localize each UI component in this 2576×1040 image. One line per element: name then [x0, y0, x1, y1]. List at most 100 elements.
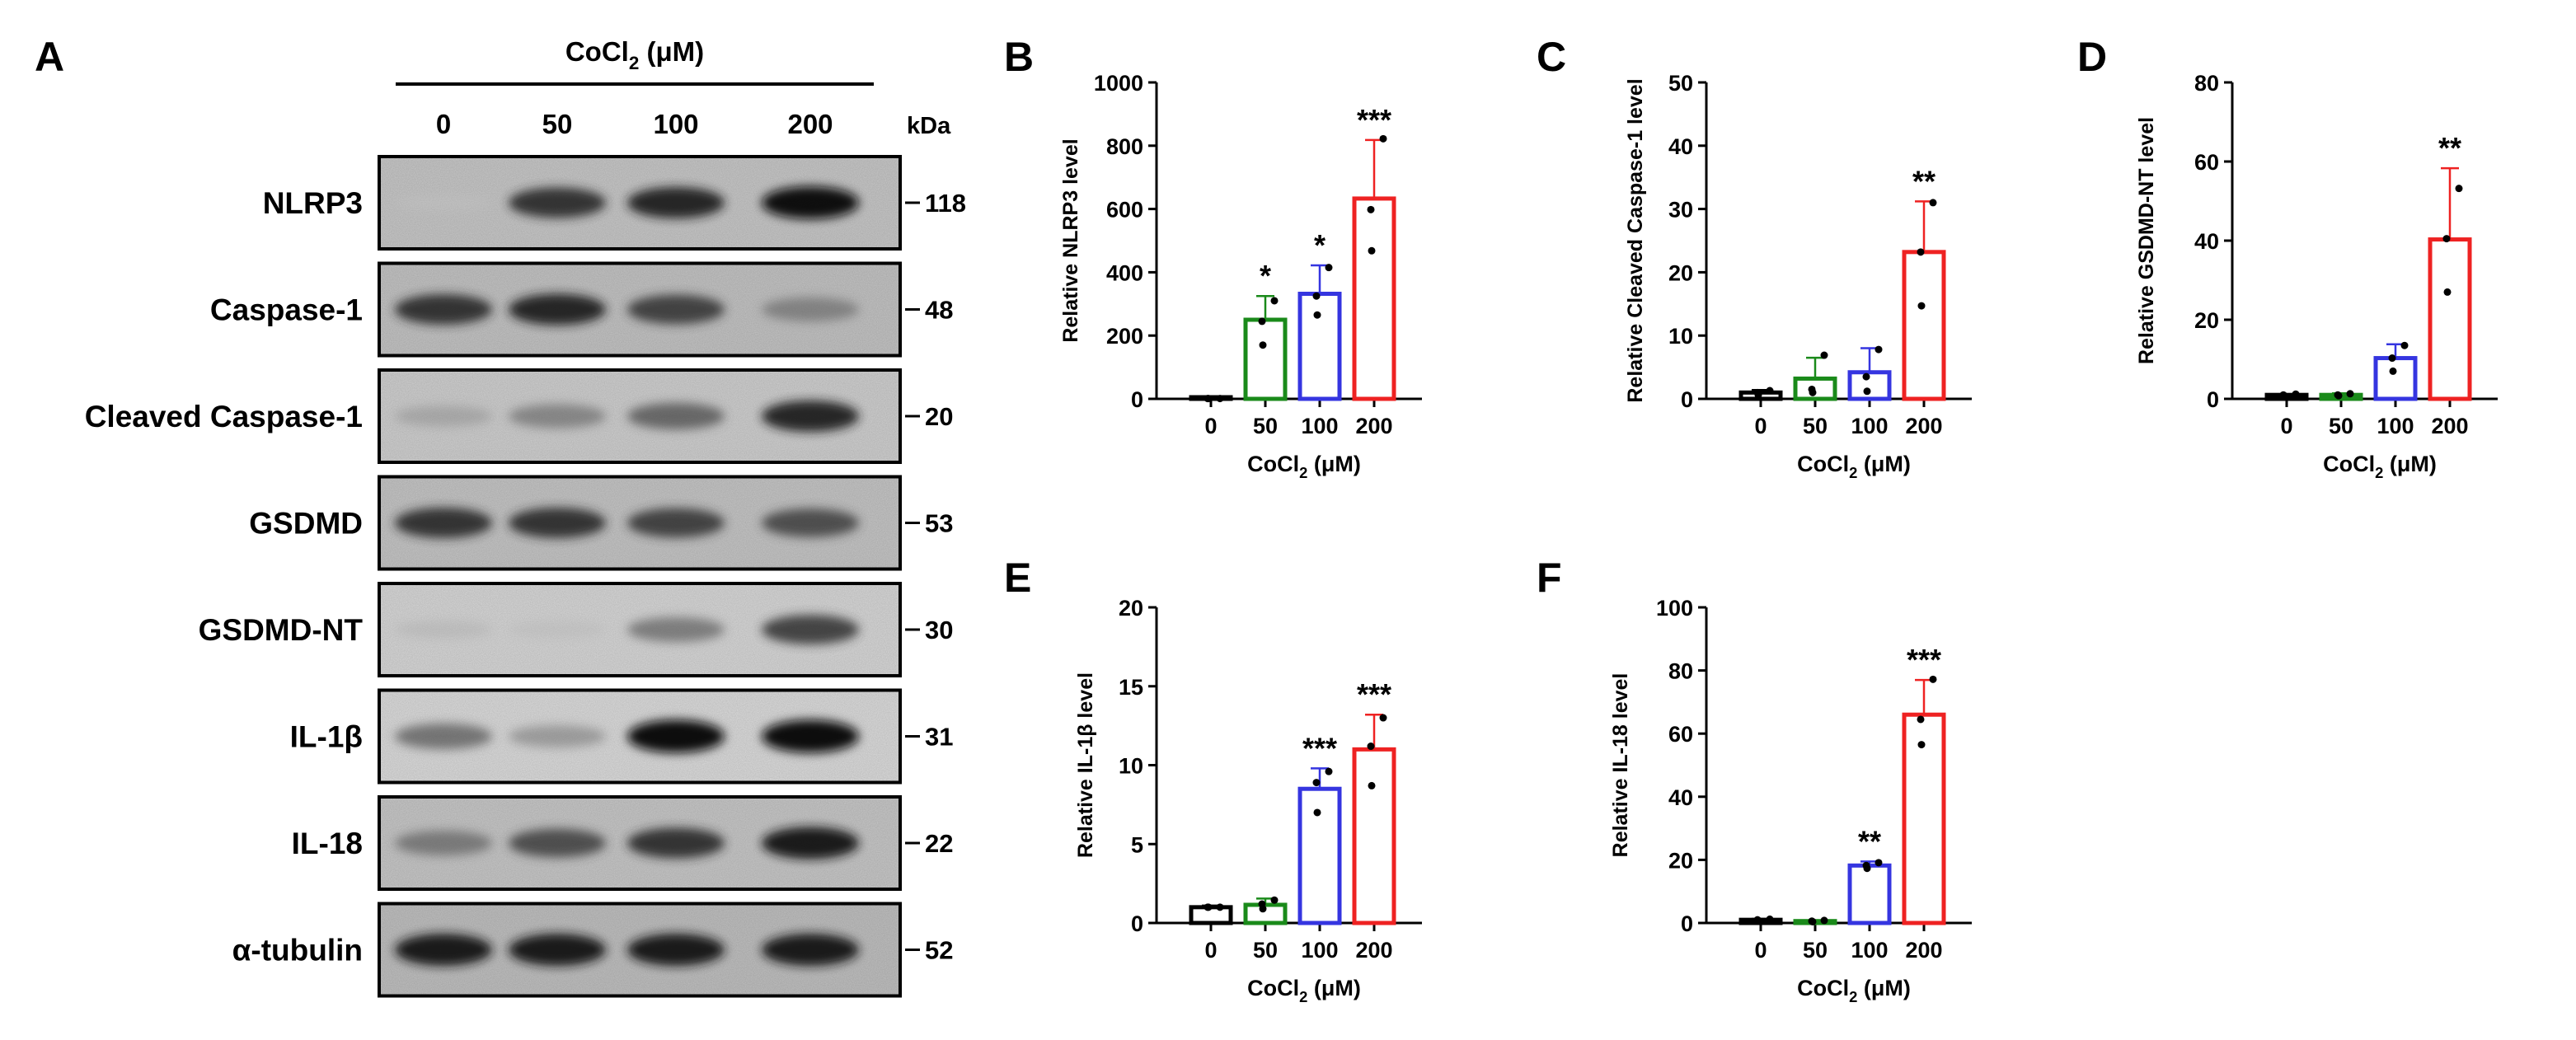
x-axis-label-unit: (μM)	[1307, 976, 1361, 1000]
significance-label: **	[2438, 131, 2461, 165]
data-point	[1766, 915, 1774, 923]
chart-panel-d: D 0 20 40 60 80 Relative GSDMD-NT level 0 50 100 2…	[2077, 34, 2498, 481]
chart-panel-b: B 0 200 400 600 800 1000 Relative NLRP3 level 0 5…	[1004, 34, 1422, 481]
significance-label: ***	[1907, 643, 1941, 677]
kda-value: 48	[925, 296, 953, 325]
data-point	[1808, 385, 1816, 393]
blot-band	[762, 401, 859, 432]
data-point	[2346, 390, 2354, 398]
x-axis-label: CoCl2 (μM)	[1247, 452, 1361, 481]
data-point	[2388, 354, 2396, 363]
x-axis-label-base: CoCl	[1797, 452, 1849, 476]
x-axis-label-unit: (μM)	[1857, 452, 1911, 476]
data-point	[1325, 264, 1333, 272]
dose-label: 200	[787, 109, 833, 139]
blot-frame	[378, 475, 902, 571]
x-tick-label: 100	[1301, 938, 1338, 963]
y-tick-label: 0	[1131, 911, 1143, 936]
x-axis-label-unit: (μM)	[2383, 452, 2437, 476]
blot-row: IL-18 22	[292, 795, 953, 891]
x-tick-label: 50	[1803, 938, 1828, 963]
x-axis-label: CoCl2 (μM)	[1797, 452, 1911, 481]
data-point	[1917, 741, 1926, 749]
blot-band	[627, 187, 725, 218]
blot-band	[762, 615, 859, 644]
blot-frame	[378, 902, 902, 998]
kda-value: 22	[925, 829, 953, 858]
bar	[1243, 317, 1288, 401]
panel-letter: C	[1537, 34, 1566, 80]
blot-treatment-label-sub: 2	[629, 53, 639, 73]
kda-value: 118	[925, 189, 966, 218]
significance-label: ***	[1302, 731, 1337, 765]
x-axis-label-base: CoCl	[1247, 976, 1299, 1000]
data-point	[1367, 743, 1375, 751]
blot-band	[395, 621, 492, 639]
blot-frame	[378, 795, 902, 891]
x-axis-label-sub: 2	[1299, 464, 1307, 481]
blot-band	[395, 934, 492, 966]
y-tick-label: 5	[1131, 832, 1143, 857]
data-point	[1379, 134, 1387, 143]
data-point	[1270, 297, 1279, 305]
bar	[1297, 292, 1342, 401]
data-point	[1917, 248, 1925, 256]
blot-protein-label: IL-1β	[290, 720, 363, 754]
x-tick-label: 200	[1355, 938, 1392, 963]
blot-treatment-label-unit: (μM)	[639, 36, 704, 67]
y-tick-label: 80	[2194, 71, 2219, 96]
y-tick-label: 0	[1681, 911, 1693, 936]
data-point	[1863, 387, 1871, 396]
bar	[1902, 712, 1946, 925]
bar	[1352, 747, 1396, 925]
kda-value: 53	[925, 509, 953, 538]
blot-band	[627, 402, 725, 430]
blot-frame	[378, 261, 902, 358]
blot-row: IL-1β 31	[290, 688, 953, 785]
y-axis-label: Relative Cleaved Caspase-1 level	[1624, 78, 1647, 402]
blot-protein-label: Caspase-1	[210, 293, 363, 327]
y-tick-label: 600	[1106, 198, 1143, 223]
x-tick-label: 200	[1905, 938, 1942, 963]
blot-band	[509, 293, 606, 326]
y-tick-label: 60	[1668, 722, 1693, 747]
x-axis-label-sub: 2	[1299, 988, 1307, 1005]
y-tick-label: 30	[1668, 198, 1693, 223]
y-tick-label: 10	[1668, 324, 1693, 349]
y-tick-label: 400	[1106, 260, 1143, 285]
x-axis-label-base: CoCl	[1247, 452, 1299, 476]
kda-value: 20	[925, 402, 953, 431]
kda-header: kDa	[907, 113, 951, 139]
y-tick-label: 50	[1668, 71, 1693, 96]
significance-label: **	[1858, 824, 1881, 858]
blot-band	[762, 719, 859, 753]
x-tick-label: 100	[1851, 414, 1888, 438]
y-tick-label: 10	[1119, 754, 1143, 779]
y-tick-label: 40	[1668, 785, 1693, 810]
x-tick-label: 100	[1851, 938, 1888, 963]
x-tick-label: 0	[1204, 414, 1217, 438]
blot-band	[627, 508, 725, 538]
x-tick-label: 50	[2329, 414, 2353, 438]
data-point	[2292, 390, 2300, 398]
data-point	[1204, 395, 1212, 403]
y-tick-label: 60	[2194, 150, 2219, 175]
data-point	[1368, 246, 1376, 255]
data-point	[1917, 715, 1925, 724]
y-tick-label: 100	[1656, 596, 1693, 621]
y-tick-label: 800	[1106, 134, 1143, 159]
kda-value: 31	[925, 723, 953, 752]
data-point	[1312, 779, 1321, 787]
significance-label: ***	[1357, 677, 1391, 711]
y-tick-label: 20	[1119, 596, 1143, 621]
data-point	[1259, 341, 1267, 349]
data-point	[1753, 916, 1762, 924]
panel-letter-a: A	[35, 34, 64, 80]
blot-row: α-tubulin 52	[232, 902, 953, 998]
blot-band	[762, 186, 859, 219]
data-point	[1753, 388, 1762, 396]
x-tick-label: 0	[2280, 414, 2292, 438]
blot-band	[395, 194, 492, 211]
blot-protein-label: Cleaved Caspase-1	[85, 400, 363, 433]
x-tick-label: 50	[1253, 414, 1278, 438]
